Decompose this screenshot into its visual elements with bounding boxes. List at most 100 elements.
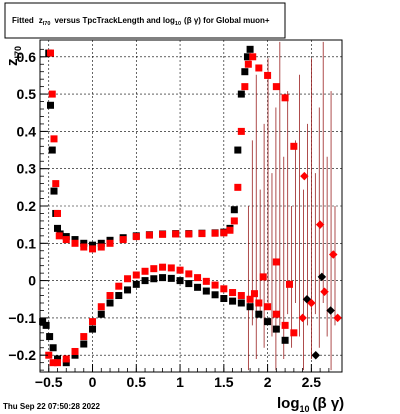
data-point-red bbox=[97, 303, 105, 311]
data-point-red bbox=[47, 49, 55, 57]
data-point-red bbox=[272, 83, 280, 91]
data-point-red bbox=[300, 171, 309, 181]
y-tick-label: 0.5 bbox=[17, 86, 37, 102]
data-point-black bbox=[89, 325, 97, 333]
y-tick-labels: −0.2 −0.1 0 0.1 0.2 0.3 0.4 0.5 0.6 bbox=[8, 49, 36, 363]
data-point-black bbox=[255, 310, 263, 318]
data-point-black bbox=[241, 68, 249, 76]
data-point-red bbox=[71, 347, 79, 355]
data-point-red bbox=[80, 333, 88, 341]
data-point-red bbox=[264, 303, 272, 311]
data-point-black bbox=[106, 299, 114, 307]
data-point-red bbox=[115, 282, 123, 290]
data-point-red bbox=[55, 232, 63, 240]
y-tick-label: 0.1 bbox=[17, 235, 37, 251]
data-point-black bbox=[311, 350, 320, 360]
data-point-black bbox=[264, 318, 272, 326]
y-tick-label: 0.2 bbox=[17, 198, 37, 214]
data-point-black bbox=[115, 292, 123, 300]
data-point-black bbox=[220, 295, 228, 303]
data-point-black bbox=[80, 340, 88, 348]
data-point-black bbox=[246, 45, 254, 53]
x-tick-label: 0 bbox=[89, 374, 97, 390]
x-tick-label: 0.5 bbox=[127, 374, 147, 390]
data-point-black bbox=[185, 280, 193, 288]
data-point-black bbox=[49, 344, 57, 352]
data-point-red bbox=[150, 265, 158, 273]
data-point-black bbox=[50, 187, 58, 195]
data-point-black bbox=[71, 236, 79, 244]
data-point-red bbox=[71, 239, 79, 247]
chart-title-text: Fitted zI70 versus TpcTrackLength and log1… bbox=[12, 16, 270, 27]
data-point-red bbox=[202, 277, 210, 285]
x-tick-label: −0.5 bbox=[35, 374, 63, 390]
data-point-black bbox=[272, 325, 280, 333]
data-point-black bbox=[42, 321, 50, 329]
data-point-red bbox=[307, 298, 316, 308]
data-point-red bbox=[259, 273, 267, 281]
data-point-red bbox=[237, 292, 245, 300]
data-point-red bbox=[198, 230, 206, 238]
data-point-black bbox=[80, 239, 88, 247]
data-point-red bbox=[145, 231, 153, 239]
data-point-black bbox=[243, 53, 251, 61]
data-point-black bbox=[54, 355, 62, 363]
data-point-red bbox=[230, 217, 238, 225]
data-point-black bbox=[46, 333, 54, 341]
data-point-red bbox=[89, 318, 97, 326]
data-point-red bbox=[119, 236, 127, 244]
data-point-red bbox=[244, 60, 252, 68]
data-point-black bbox=[150, 275, 158, 283]
x-tick-label: 1 bbox=[176, 374, 184, 390]
footer-timestamp: Thu Sep 22 07:50:28 2022 bbox=[3, 402, 100, 411]
data-point-red bbox=[194, 274, 202, 282]
data-point-red bbox=[89, 245, 97, 253]
data-point-black bbox=[317, 272, 327, 282]
data-point-red bbox=[141, 267, 149, 275]
data-point-red bbox=[45, 351, 53, 359]
data-point-black bbox=[48, 146, 56, 154]
data-point-red bbox=[159, 263, 167, 271]
y-tick-label: 0.4 bbox=[17, 123, 37, 139]
data-point-red bbox=[211, 281, 219, 289]
data-point-red bbox=[124, 275, 132, 283]
data-point-black bbox=[47, 101, 55, 109]
y-tick-label: 0 bbox=[28, 273, 36, 289]
data-point-black bbox=[132, 280, 140, 288]
data-point-red bbox=[62, 236, 70, 244]
data-point-red bbox=[172, 230, 180, 238]
data-point-black bbox=[54, 224, 62, 232]
y-tick-label: 0.3 bbox=[17, 161, 37, 177]
data-point-red bbox=[229, 289, 237, 297]
data-point-red bbox=[264, 71, 272, 79]
data-point-red bbox=[281, 94, 289, 102]
data-point-red bbox=[62, 355, 70, 363]
data-point-red bbox=[249, 53, 257, 61]
data-point-black bbox=[230, 206, 238, 214]
data-point-black bbox=[194, 283, 202, 291]
data-point-black bbox=[89, 241, 97, 249]
data-point-black bbox=[281, 336, 289, 344]
data-point-black bbox=[39, 318, 47, 326]
data-point-red bbox=[97, 243, 105, 251]
data-point-red bbox=[48, 90, 56, 98]
data-point-red bbox=[329, 250, 338, 259]
data-point-red bbox=[52, 180, 60, 188]
y-tick-label: −0.2 bbox=[8, 347, 36, 363]
data-point-black bbox=[141, 277, 149, 285]
data-point-red bbox=[49, 359, 57, 367]
data-point-red bbox=[132, 271, 140, 279]
data-point-red bbox=[106, 239, 114, 247]
data-point-red bbox=[226, 226, 234, 234]
data-point-black bbox=[211, 291, 219, 299]
title-box bbox=[4, 2, 286, 39]
data-point-black bbox=[246, 303, 254, 311]
data-point-black bbox=[97, 239, 105, 247]
x-axis-label: log10 (β γ) bbox=[277, 395, 344, 414]
data-point-red bbox=[50, 135, 58, 143]
data-point-red bbox=[106, 292, 114, 300]
data-point-black bbox=[237, 299, 245, 307]
data-point-red bbox=[220, 285, 228, 293]
data-point-red bbox=[220, 229, 228, 237]
